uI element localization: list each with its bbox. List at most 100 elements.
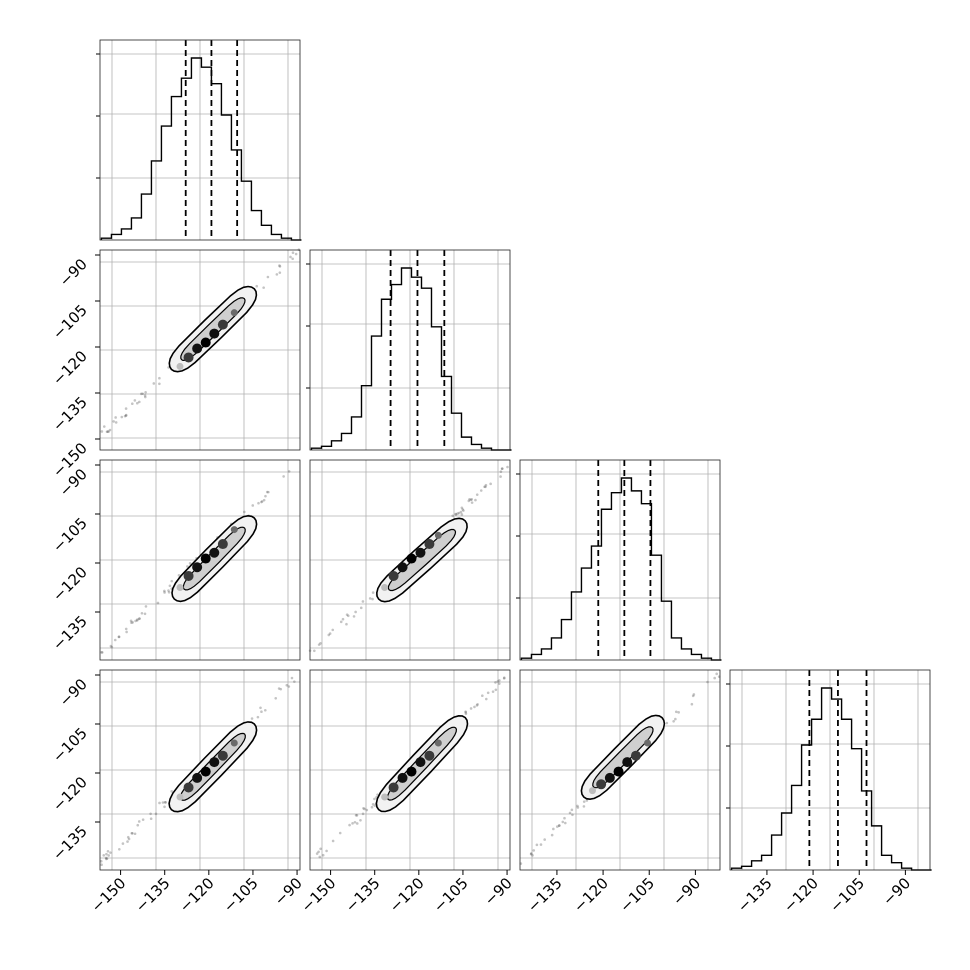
sample-point xyxy=(321,853,325,857)
sample-point xyxy=(543,838,546,841)
sample-point xyxy=(476,703,479,706)
sample-point xyxy=(370,805,374,809)
sample-point xyxy=(665,721,669,725)
sample-point xyxy=(177,574,181,577)
sample-point xyxy=(346,614,350,618)
sample-point xyxy=(457,511,461,515)
sample-point xyxy=(529,852,533,856)
sample-point xyxy=(274,697,278,700)
density-dot xyxy=(388,570,399,581)
sample-point xyxy=(170,790,173,793)
sample-point xyxy=(109,851,112,854)
histogram-panel-2 xyxy=(516,459,722,661)
sample-point xyxy=(570,808,574,812)
sample-point xyxy=(331,628,335,632)
sample-point xyxy=(161,801,165,804)
sample-point xyxy=(464,711,468,714)
sample-point xyxy=(484,485,487,489)
sample-point xyxy=(470,498,474,501)
sample-point xyxy=(107,430,110,433)
histogram-step-line xyxy=(310,267,512,451)
sample-point xyxy=(479,489,483,492)
sample-point xyxy=(158,376,161,380)
sample-point xyxy=(373,797,376,801)
sample-point xyxy=(130,402,134,406)
density-dot xyxy=(209,757,220,768)
sample-point xyxy=(114,416,117,419)
sample-point xyxy=(130,831,134,835)
density-dot xyxy=(415,757,426,768)
sample-point xyxy=(460,506,464,510)
sample-point xyxy=(294,252,298,256)
x-tick-label: −135 xyxy=(342,874,384,916)
sample-point xyxy=(317,643,321,646)
sample-point xyxy=(260,500,264,503)
sample-point xyxy=(143,395,147,399)
sample-point xyxy=(494,681,497,684)
sample-point xyxy=(506,465,509,469)
sample-point xyxy=(135,619,139,622)
panel-frame xyxy=(309,459,511,661)
x-tick-label: −150 xyxy=(88,874,130,916)
sample-point xyxy=(502,676,506,680)
sample-point xyxy=(275,273,279,276)
sample-point xyxy=(140,611,144,615)
sample-point xyxy=(167,589,170,592)
histogram-panel-3 xyxy=(726,669,932,871)
sample-point xyxy=(99,859,103,863)
sample-point xyxy=(100,430,104,433)
sample-point xyxy=(279,687,283,691)
sample-point xyxy=(354,813,358,817)
sample-point xyxy=(563,816,566,820)
y-tick-label: −135 xyxy=(49,393,91,435)
density-dot xyxy=(424,539,435,550)
sample-point xyxy=(140,392,143,396)
sample-point xyxy=(143,394,147,397)
sample-point xyxy=(127,837,131,841)
sample-point xyxy=(163,800,167,804)
x-tick-label: −90 xyxy=(879,874,914,909)
panel-frame xyxy=(729,669,931,871)
y-tick-label: −90 xyxy=(56,675,91,710)
sample-point xyxy=(468,497,471,501)
sample-point xyxy=(313,649,316,653)
sample-point xyxy=(158,382,161,386)
density-dot xyxy=(381,793,389,801)
sample-point xyxy=(582,805,586,808)
sample-point xyxy=(373,804,377,807)
sample-point xyxy=(502,677,506,680)
x-tick-label: −105 xyxy=(826,874,868,916)
scatter-panel-3-2 xyxy=(519,669,721,871)
sample-point xyxy=(136,823,140,827)
sample-point xyxy=(484,483,488,487)
sample-point xyxy=(713,676,716,680)
histogram-panel-0 xyxy=(96,39,302,241)
sample-point xyxy=(529,852,533,855)
sample-point xyxy=(143,612,147,616)
sample-point xyxy=(104,856,108,860)
x-tick-label: −135 xyxy=(132,874,174,916)
histogram-step-line xyxy=(100,57,302,241)
y-tick-label: −135 xyxy=(49,822,91,864)
sample-point xyxy=(163,591,166,594)
sample-point xyxy=(496,680,500,683)
density-dot xyxy=(192,343,203,354)
sample-point xyxy=(133,832,137,836)
y-tick-label: −120 xyxy=(49,563,91,605)
y-tick-label: −105 xyxy=(49,301,91,343)
sample-point xyxy=(107,854,110,857)
panel-frame xyxy=(99,249,301,451)
density-dot xyxy=(588,787,596,795)
scatter-panel-2-1 xyxy=(308,459,511,661)
sample-point xyxy=(460,513,464,516)
sample-point xyxy=(532,849,536,852)
sample-point xyxy=(552,827,555,831)
sample-point xyxy=(105,430,109,434)
density-dot xyxy=(176,362,184,370)
density-dot xyxy=(200,766,211,777)
sample-point xyxy=(138,400,141,404)
sample-point xyxy=(491,690,495,693)
sample-point xyxy=(499,470,503,474)
sample-point xyxy=(318,855,322,859)
